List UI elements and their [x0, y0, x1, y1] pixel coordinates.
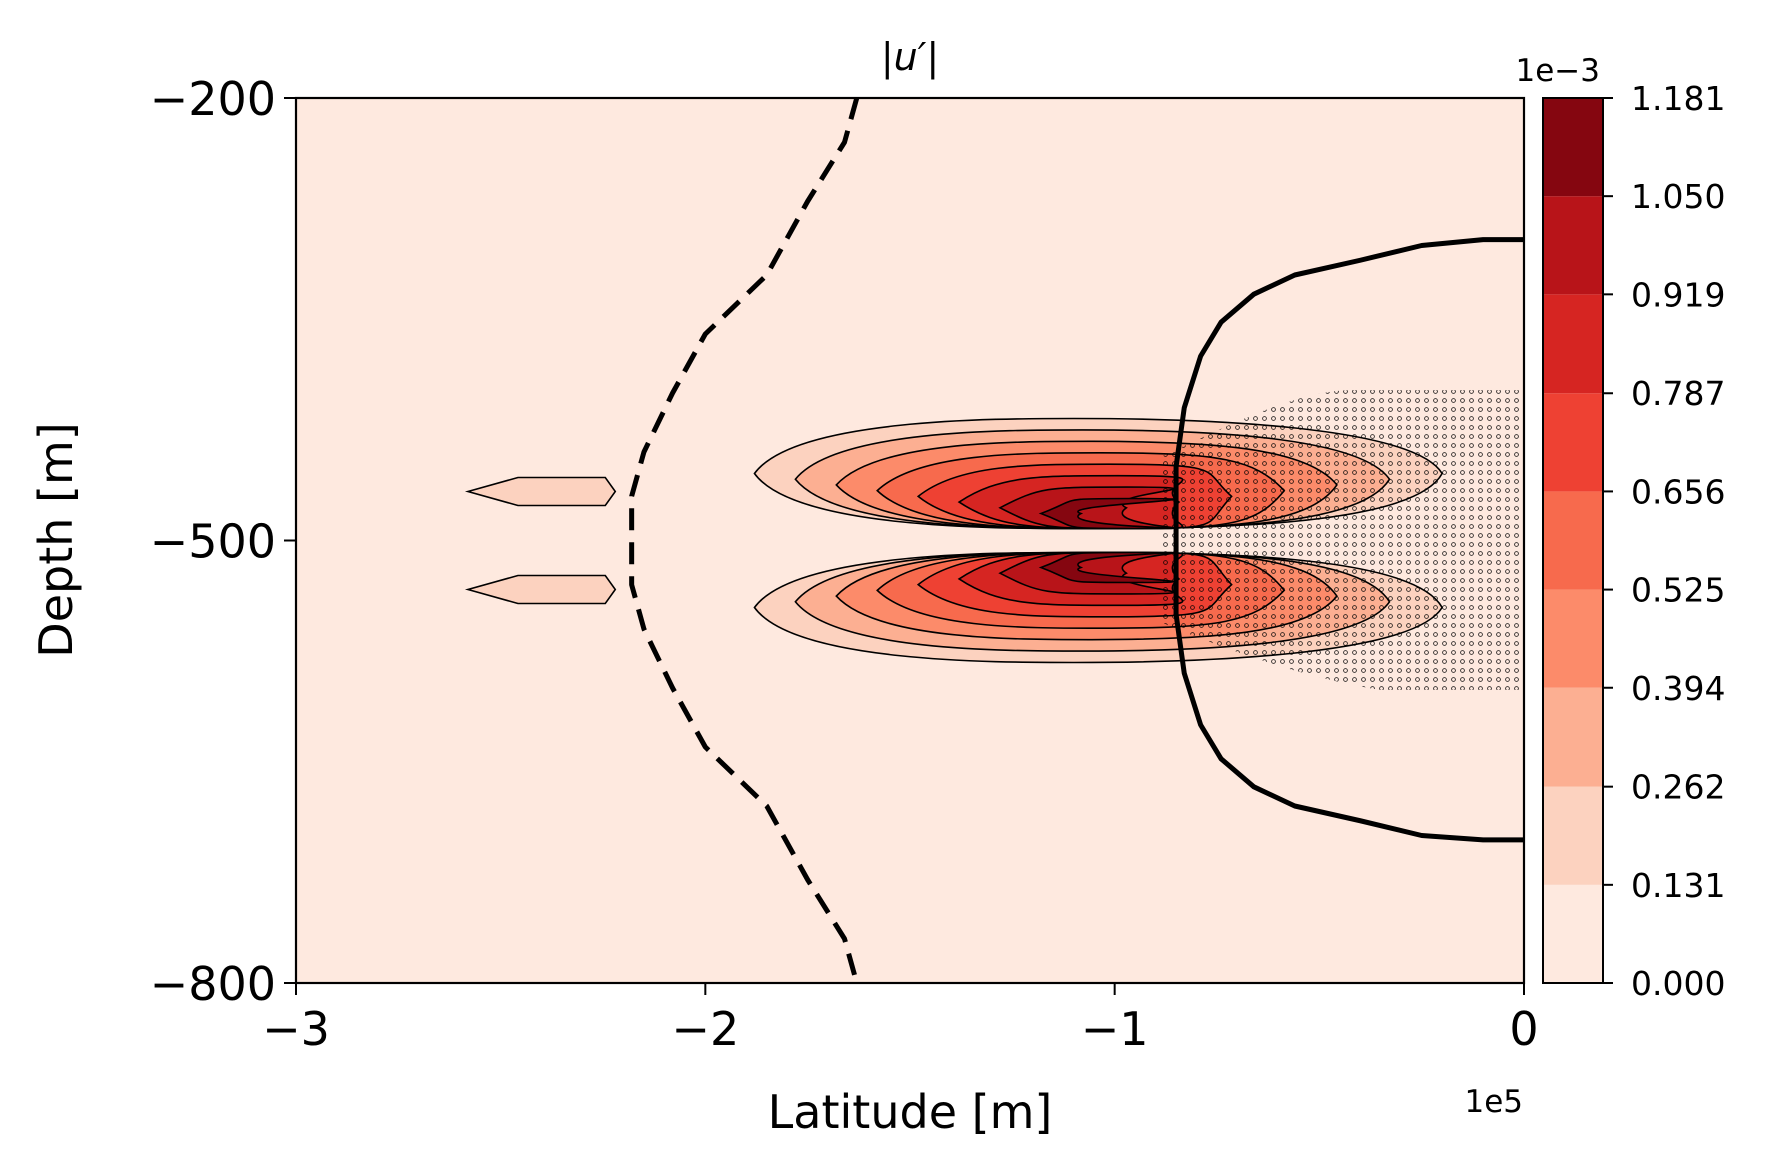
colorbar: 0.000 0.131 0.262 0.394 0.525 0.656 0.787 0.919… [1542, 79, 1725, 1003]
colorbar-segment [1543, 491, 1603, 590]
colorbar-tick-label: 0.000 [1631, 964, 1725, 1003]
colorbar-tick-label: 0.919 [1631, 275, 1725, 314]
colorbar-tick-label: 0.262 [1631, 768, 1725, 807]
side-contour-lobe [464, 574, 617, 605]
x-tick-label: 0 [1509, 1002, 1538, 1056]
colorbar-segment [1543, 98, 1603, 197]
colorbar-offset-label: 1e−3 [1516, 53, 1601, 89]
stippled-significance-region [1160, 390, 1524, 690]
colorbar-tick-label: 0.656 [1631, 472, 1725, 511]
colorbar-tick-label: 0.525 [1631, 571, 1725, 610]
y-axis-label: Depth [m] [29, 422, 83, 657]
x-offset-label: 1e5 [1464, 1084, 1523, 1120]
colorbar-tick-label: 0.131 [1631, 866, 1725, 905]
colorbar-segment [1543, 687, 1603, 787]
x-tick-label: −2 [671, 1002, 739, 1056]
overlay-contours [629, 98, 1524, 983]
colorbar-tick-label: 0.787 [1631, 374, 1725, 413]
solid-overlay-contour [1173, 237, 1524, 843]
side-contour-lobes [464, 476, 617, 605]
colorbar-segment [1543, 589, 1603, 688]
chart-title: |u′| [881, 35, 939, 80]
y-tick-label: −200 [150, 72, 276, 126]
colorbar-segment [1543, 786, 1603, 885]
y-tick-label: −800 [150, 957, 276, 1011]
colorbar-frame [1542, 97, 1604, 984]
colorbar-tick-label: 1.181 [1631, 79, 1725, 118]
dashed-overlay-contour [629, 98, 860, 983]
colorbar-tick-label: 1.050 [1631, 177, 1725, 216]
x-axis: −3 −2 −1 0 [262, 983, 1539, 1056]
colorbar-segment [1543, 393, 1603, 492]
y-axis: −200 −500 −800 [150, 72, 296, 1011]
x-tick-label: −3 [262, 1002, 330, 1056]
colorbar-tick-label: 0.394 [1631, 669, 1725, 708]
y-tick-label: −500 [150, 515, 276, 569]
colorbar-segment [1543, 196, 1603, 295]
x-tick-label: −1 [1081, 1002, 1149, 1056]
contour-level-band [1038, 551, 1174, 584]
colorbar-segment [1543, 294, 1603, 394]
side-contour-lobe [464, 476, 617, 507]
contour-level-band [1038, 497, 1174, 530]
x-axis-label: Latitude [m] [768, 1085, 1053, 1139]
colorbar-segment [1543, 884, 1603, 983]
